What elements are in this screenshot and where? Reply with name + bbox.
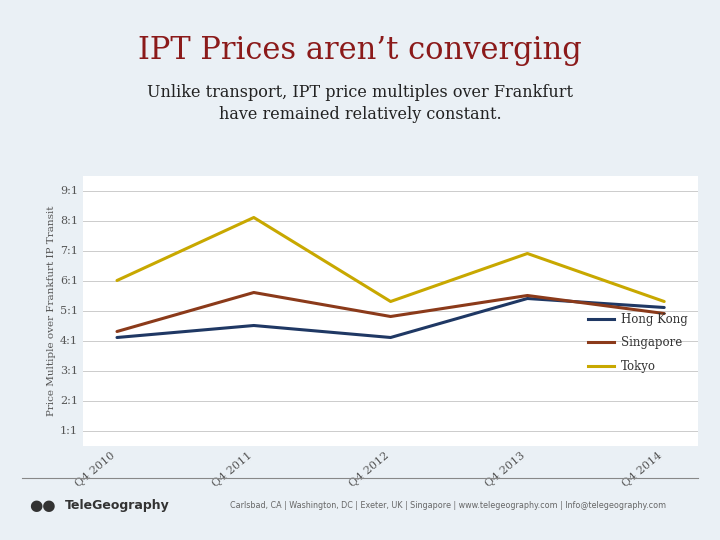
Y-axis label: Price Multiple over Frankfurt IP Transit: Price Multiple over Frankfurt IP Transit [47, 205, 55, 416]
Text: Unlike transport, IPT price multiples over Frankfurt
have remained relatively co: Unlike transport, IPT price multiples ov… [147, 84, 573, 123]
Text: TeleGeography: TeleGeography [65, 500, 169, 512]
Text: IPT Prices aren’t converging: IPT Prices aren’t converging [138, 35, 582, 66]
Text: Carlsbad, CA | Washington, DC | Exeter, UK | Singapore | www.telegeography.com |: Carlsbad, CA | Washington, DC | Exeter, … [230, 502, 667, 510]
Legend: Hong Kong, Singapore, Tokyo: Hong Kong, Singapore, Tokyo [583, 308, 693, 378]
Text: ●●: ●● [29, 498, 55, 514]
